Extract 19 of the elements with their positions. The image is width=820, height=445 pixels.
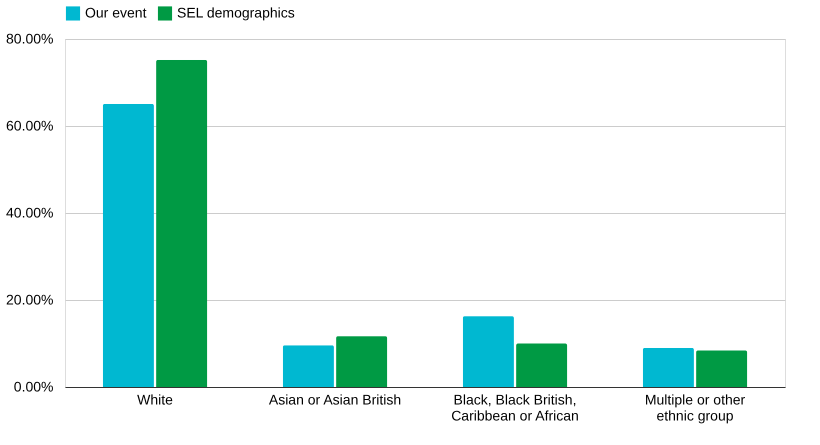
bar [462,316,514,387]
bar [642,348,694,387]
x-tick-label: White [137,392,174,408]
bar [696,350,748,387]
bar [516,344,568,387]
x-tick-label: Multiple or other ethnic group [644,392,746,424]
y-tick-label: 20.00% [6,292,54,308]
y-tick-label: 0.00% [14,378,54,394]
bar [102,104,154,387]
bar [156,60,208,387]
legend-label: Our event [85,4,147,20]
y-tick-label: 60.00% [6,118,54,134]
legend-label: SEL demographics [177,4,295,20]
x-tick-label: Asian or Asian British [268,392,402,408]
y-tick-label: 80.00% [6,30,54,46]
x-tick-label: Black, Black British, Caribbean or African [451,392,579,424]
bar [336,336,388,387]
bar [282,345,334,387]
y-tick-label: 40.00% [6,204,54,220]
